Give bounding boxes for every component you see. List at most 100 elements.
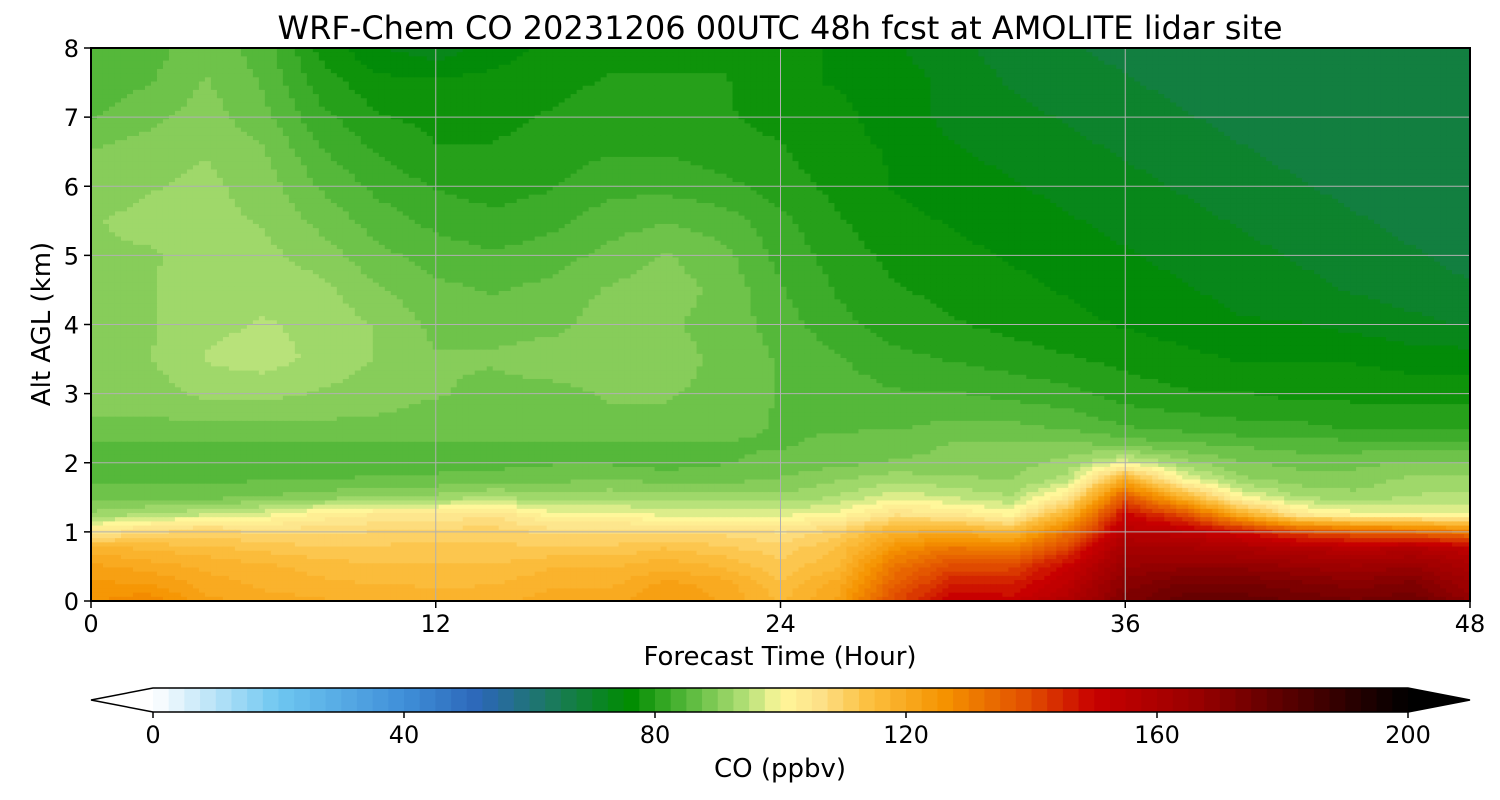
field-cell [1296, 119, 1303, 125]
field-cell [822, 48, 830, 53]
field-cell [1164, 81, 1171, 87]
field-cell [384, 56, 392, 62]
field-cell [108, 127, 116, 133]
field-cell [840, 48, 848, 53]
field-cell [522, 123, 530, 129]
field-cell [552, 94, 560, 99]
field-cell [342, 127, 350, 133]
field-cell [666, 48, 674, 53]
field-cell [144, 110, 152, 116]
field-cell [600, 98, 608, 104]
field-cell [864, 73, 872, 78]
field-cell [1290, 77, 1297, 83]
field-cell [396, 127, 404, 133]
field-cell [1284, 127, 1291, 133]
field-cell [288, 89, 296, 95]
field-cell [498, 119, 506, 125]
field-cell [672, 98, 680, 104]
field-cell [372, 81, 380, 87]
field-cell [1242, 73, 1249, 78]
field-cell [528, 131, 536, 137]
field-cell [1314, 119, 1321, 125]
field-cell [108, 56, 116, 62]
field-cell [1422, 64, 1429, 70]
field-cell [822, 81, 830, 87]
field-cell [306, 60, 314, 66]
field-cell [1236, 64, 1243, 70]
field-cell [936, 77, 943, 83]
field-cell [144, 52, 152, 57]
field-cell [390, 94, 398, 99]
field-cell [402, 56, 410, 62]
field-cell [1272, 131, 1279, 137]
field-cell [558, 131, 566, 137]
field-cell [702, 98, 710, 104]
field-cell [888, 119, 896, 125]
field-cell [624, 135, 632, 141]
field-cell [1170, 127, 1177, 133]
field-cell [396, 98, 404, 104]
field-cell [1344, 77, 1351, 83]
field-cell [1104, 73, 1111, 78]
field-cell [684, 48, 692, 53]
field-cell [1140, 94, 1147, 99]
field-cell [954, 56, 961, 62]
field-cell [450, 94, 458, 99]
field-cell [702, 68, 710, 74]
field-cell [792, 110, 800, 116]
field-cell [1386, 89, 1393, 95]
field-cell [1230, 64, 1237, 70]
field-cell [516, 56, 524, 62]
field-cell [774, 123, 782, 129]
field-cell [1200, 89, 1207, 95]
field-cell [288, 119, 296, 125]
field-cell [534, 106, 542, 112]
field-cell [1074, 102, 1081, 108]
field-cell [594, 135, 602, 141]
field-cell [1326, 131, 1333, 137]
field-cell [1032, 131, 1039, 137]
field-cell [150, 135, 158, 141]
field-cell [1056, 131, 1063, 137]
field-cell [456, 56, 464, 62]
field-cell [924, 68, 931, 74]
field-cell [510, 68, 518, 74]
field-cell [942, 110, 949, 116]
field-cell [246, 60, 254, 66]
field-cell [1056, 135, 1063, 141]
field-cell [1044, 127, 1051, 133]
field-cell [708, 123, 716, 129]
field-cell [1464, 48, 1470, 53]
field-cell [486, 127, 494, 133]
field-cell [480, 48, 488, 53]
field-cell [894, 127, 902, 133]
field-cell [312, 48, 320, 53]
field-cell [1398, 98, 1405, 104]
field-cell [756, 52, 764, 57]
field-cell [1266, 64, 1273, 70]
field-cell [108, 123, 116, 129]
field-cell [1440, 98, 1447, 104]
field-cell [108, 119, 116, 125]
field-cell [690, 48, 698, 53]
field-cell [120, 52, 128, 57]
field-cell [264, 48, 272, 53]
field-cell [1164, 77, 1171, 83]
field-cell [990, 119, 997, 125]
field-cell [444, 56, 452, 62]
field-cell [708, 94, 716, 99]
field-cell [642, 52, 650, 57]
field-cell [1038, 98, 1045, 104]
field-cell [408, 52, 416, 57]
field-cell [258, 123, 266, 129]
field-cell [606, 127, 614, 133]
field-cell [1134, 68, 1141, 74]
field-cell [270, 56, 278, 62]
field-cell [1188, 56, 1195, 62]
field-cell [1320, 85, 1327, 91]
field-cell [618, 119, 626, 125]
field-cell [402, 89, 410, 95]
field-cell [354, 94, 362, 99]
field-cell [1356, 127, 1363, 133]
field-cell [1014, 85, 1021, 91]
